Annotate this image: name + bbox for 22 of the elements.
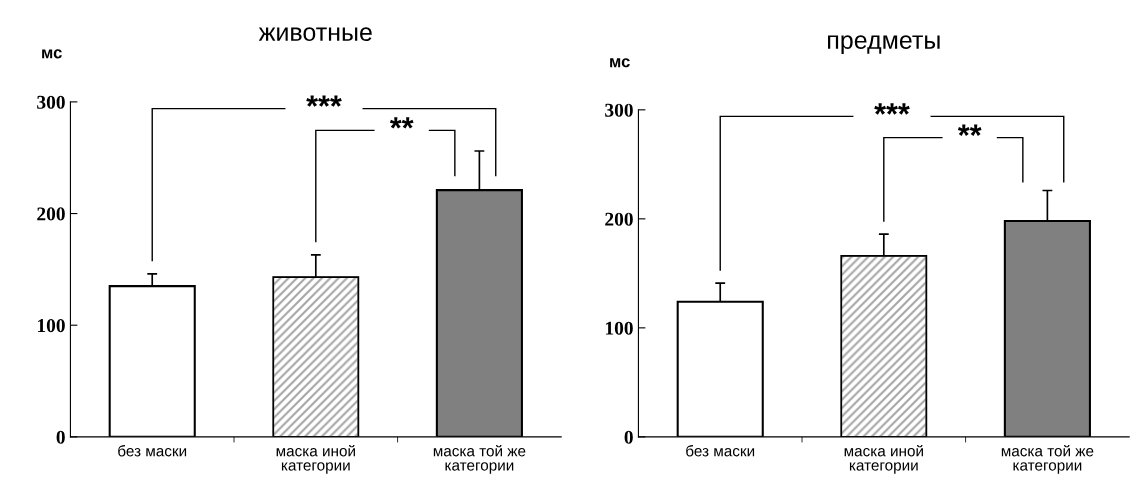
x-tick-label: маска той же категории xyxy=(1001,444,1094,474)
annotation: ** xyxy=(389,117,414,129)
y-tick-label: 100 xyxy=(605,321,633,335)
y-tick-label: 100 xyxy=(37,319,65,333)
x-tick-label: маска иной категории xyxy=(844,444,923,474)
annotation: ** xyxy=(957,124,982,136)
x-tick-label: маска той же категории xyxy=(433,444,526,474)
y-tick-label: 200 xyxy=(605,212,633,226)
y-axis-title: мс xyxy=(610,58,630,68)
x-tick-label: без маски xyxy=(686,445,755,457)
y-tick-label: 0 xyxy=(624,430,633,444)
annotation: *** xyxy=(874,103,910,115)
y-tick-label: 0 xyxy=(56,430,65,444)
chart-title: предметы xyxy=(828,35,940,54)
annotation: *** xyxy=(306,95,342,107)
y-tick-label: 300 xyxy=(37,95,65,109)
y-tick-label: 300 xyxy=(605,103,633,117)
chart-title: животные xyxy=(258,27,372,42)
y-axis-title: мс xyxy=(42,49,62,59)
x-tick-label: маска иной категории xyxy=(276,444,355,474)
y-tick-label: 200 xyxy=(37,207,65,221)
x-tick-label: без маски xyxy=(118,445,187,457)
